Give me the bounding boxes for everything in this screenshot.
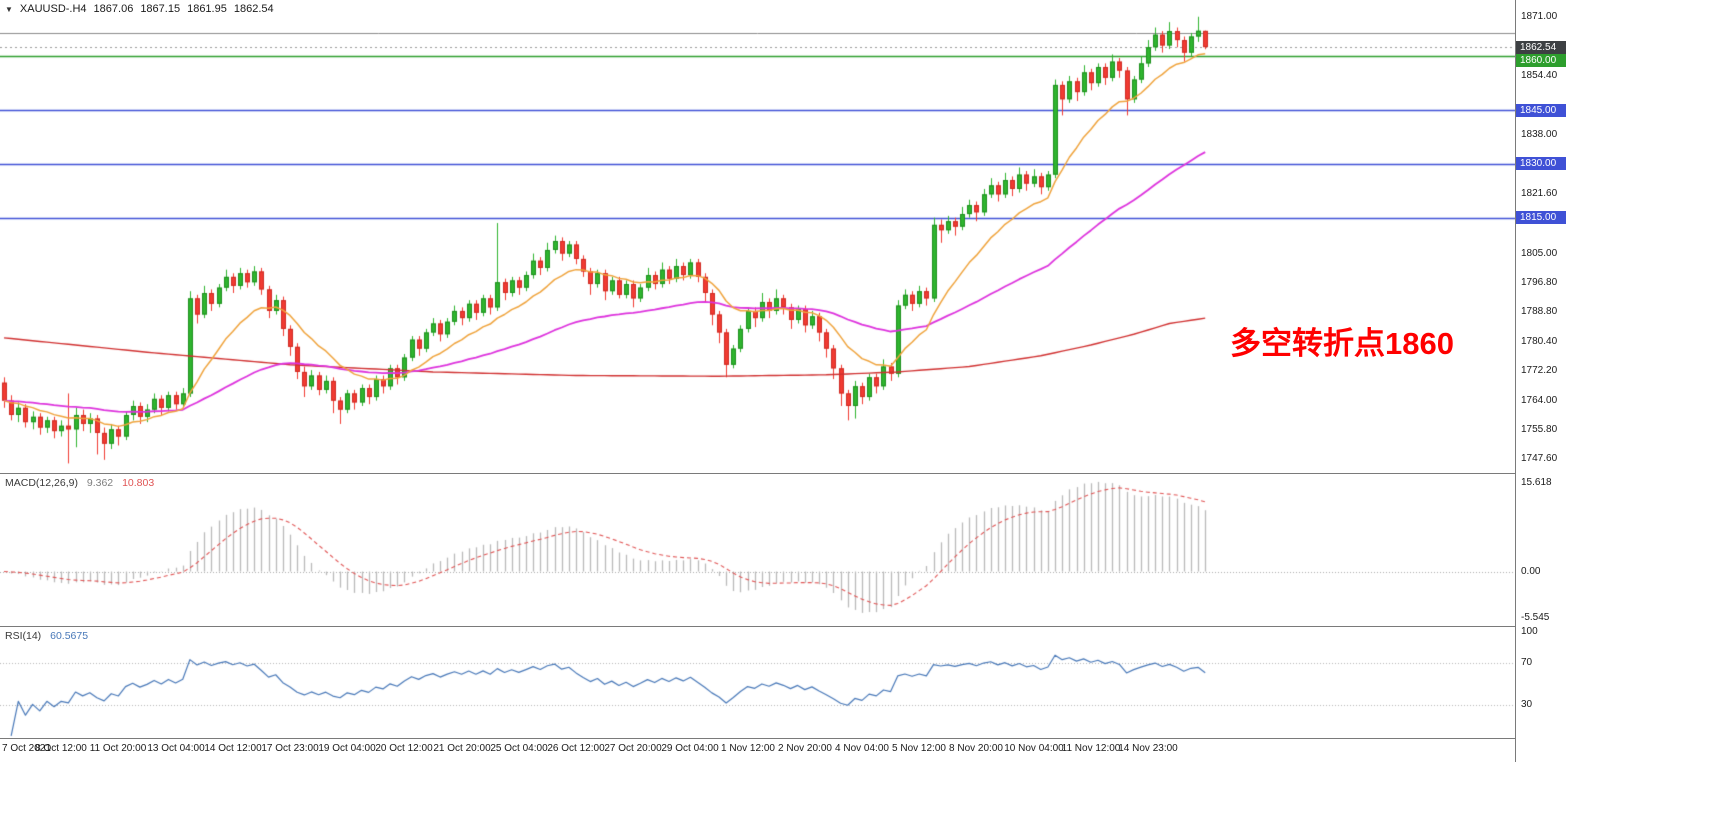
time-axis-label: 2 Nov 20:00 [778, 743, 832, 754]
macd-indicator-label: MACD(12,26,9) 9.362 10.803 [5, 477, 154, 489]
low-value: 1861.95 [187, 3, 227, 15]
time-axis-label: 1 Nov 12:00 [721, 743, 775, 754]
current-price-box: 1862.54 [1516, 41, 1566, 54]
high-value: 1867.15 [140, 3, 181, 15]
time-axis-label: 17 Oct 23:00 [261, 743, 319, 754]
price-tick-label: 1747.60 [1521, 453, 1558, 464]
close-value: 1862.54 [233, 3, 274, 15]
price-tick-label: 1764.00 [1521, 395, 1558, 406]
macd-axis-label: 15.618 [1521, 477, 1552, 488]
level-price-box: 1860.00 [1516, 54, 1566, 67]
time-axis-label: 11 Oct 20:00 [89, 743, 147, 754]
time-axis-label: 26 Oct 12:00 [547, 743, 605, 754]
pane-divider-rsi[interactable] [0, 626, 1732, 627]
level-price-box: 1815.00 [1516, 211, 1566, 224]
rsi-canvas[interactable] [0, 627, 1515, 738]
open-value: 1867.06 [93, 3, 134, 15]
time-axis-label: 25 Oct 04:00 [490, 743, 548, 754]
time-axis-label: 20 Oct 12:00 [375, 743, 433, 754]
rsi-indicator-label: RSI(14) 60.5675 [5, 630, 88, 642]
price-tick-label: 1755.80 [1521, 424, 1558, 435]
time-axis-label: 4 Nov 04:00 [835, 743, 889, 754]
annotation-text: 多空转折点1860 [1230, 326, 1454, 361]
time-axis-label: 29 Oct 04:00 [661, 743, 719, 754]
rsi-value: 60.5675 [50, 630, 89, 642]
macd-axis-label: -5.545 [1521, 612, 1550, 623]
level-price-box: 1845.00 [1516, 104, 1566, 117]
time-axis-label: 27 Oct 20:00 [604, 743, 662, 754]
level-price-box: 1830.00 [1516, 157, 1566, 170]
pane-divider-timeline[interactable] [0, 738, 1732, 739]
price-tick-label: 1821.60 [1521, 188, 1558, 199]
price-tick-label: 1838.00 [1521, 129, 1558, 140]
macd-signal-value: 10.803 [122, 477, 155, 489]
price-tick-label: 1780.40 [1521, 336, 1558, 347]
time-axis-label: 10 Nov 04:00 [1004, 743, 1064, 754]
pane-divider-macd[interactable] [0, 473, 1732, 474]
price-tick-label: 1772.20 [1521, 365, 1558, 376]
price-tick-label: 1796.80 [1521, 277, 1558, 288]
price-tick-label: 1854.40 [1521, 70, 1558, 81]
main-chart-canvas[interactable] [0, 0, 1515, 473]
rsi-axis-label: 30 [1521, 699, 1533, 710]
time-axis-label: 8 Oct 12:00 [35, 743, 87, 754]
time-axis-label: 8 Nov 20:00 [949, 743, 1003, 754]
price-tick-label: 1788.80 [1521, 306, 1558, 317]
time-axis-label: 21 Oct 20:00 [433, 743, 491, 754]
time-axis-label: 11 Nov 12:00 [1061, 743, 1121, 754]
time-axis-label: 14 Nov 23:00 [1118, 743, 1178, 754]
chart-ohlc-header: ▼ XAUUSD-.H4 1867.06 1867.15 1861.95 186… [5, 3, 274, 15]
time-axis-label: 7 Oct 2021 [2, 743, 51, 754]
time-axis-label: 13 Oct 04:00 [147, 743, 205, 754]
symbol-name: XAUUSD-.H4 [19, 3, 87, 15]
time-axis-label: 19 Oct 04:00 [318, 743, 376, 754]
time-axis-label: 5 Nov 12:00 [892, 743, 946, 754]
time-axis-label: 14 Oct 12:00 [204, 743, 262, 754]
price-tick-label: 1805.00 [1521, 248, 1558, 259]
macd-canvas[interactable] [0, 474, 1515, 626]
price-axis[interactable]: 1871.00 1854.40 1838.00 1821.60 1805.00 1796.… [1515, 0, 1732, 762]
rsi-axis-label: 70 [1521, 657, 1533, 668]
rsi-axis-label: 100 [1521, 626, 1538, 637]
rsi-name: RSI(14) [5, 630, 42, 642]
symbol-dropdown-icon[interactable]: ▼ [5, 4, 13, 14]
macd-name: MACD(12,26,9) [5, 477, 78, 489]
macd-main-value: 9.362 [86, 477, 114, 489]
price-tick-label: 1871.00 [1521, 11, 1558, 22]
macd-axis-label: 0.00 [1521, 566, 1541, 577]
